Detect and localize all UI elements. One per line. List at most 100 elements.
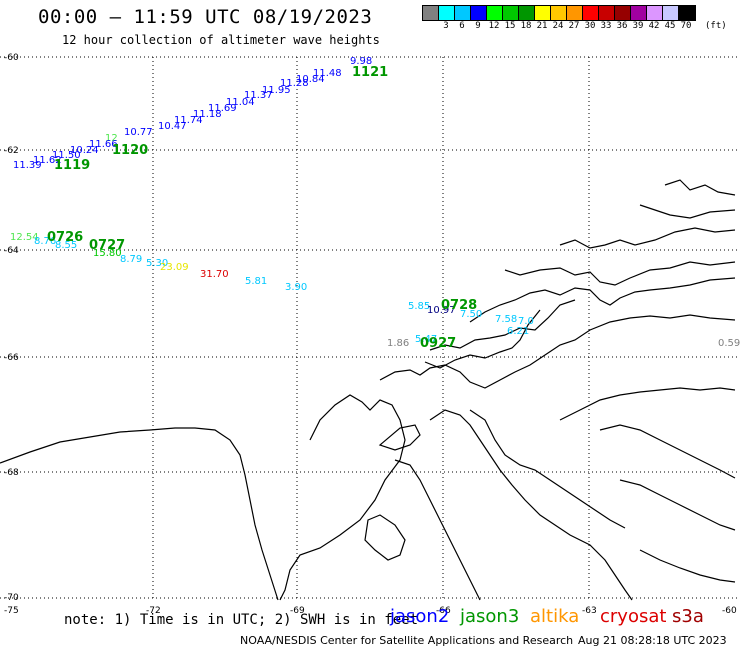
colorbar-tick-label: 24 — [552, 21, 564, 31]
pass-time-label: 1120 — [112, 143, 148, 158]
swh-value: 8.76 — [34, 236, 56, 247]
colorbar-unit: (ft) — [705, 21, 727, 31]
swh-value: 11.50 — [52, 150, 81, 161]
swh-value: 11.04 — [226, 97, 255, 108]
swh-value: 11.37 — [244, 90, 273, 101]
colorbar-tick-label: 27 — [568, 21, 580, 31]
colorbar — [422, 5, 696, 21]
swh-value: 8.55 — [55, 240, 77, 251]
colorbar-tick-label: 45 — [664, 21, 676, 31]
swh-value: 10.24 — [70, 145, 99, 156]
colorbar-swatch — [519, 6, 535, 20]
swh-value: 11.69 — [208, 103, 237, 114]
swh-value: 23.09 — [160, 262, 189, 273]
pass-time-label: 1121 — [352, 65, 388, 80]
colorbar-tick-label: 21 — [536, 21, 548, 31]
swh-value: 11.48 — [313, 68, 342, 79]
swh-value: 11.28 — [280, 78, 309, 89]
footer-note: note: 1) Time is in UTC; 2) SWH is in fe… — [64, 612, 419, 628]
colorbar-swatch — [631, 6, 647, 20]
lon-label: -63 — [582, 606, 597, 616]
swh-value: 5.30 — [146, 258, 168, 269]
swh-value: 9.98 — [350, 56, 372, 67]
swh-value: 11.39 — [13, 160, 42, 171]
swh-value: 10.77 — [124, 127, 153, 138]
swh-value: 7.0 — [518, 316, 534, 327]
graticule — [0, 56, 740, 600]
colorbar-tick-label: 15 — [504, 21, 516, 31]
colorbar-swatch — [551, 6, 567, 20]
swh-value: 10.97 — [427, 305, 456, 316]
colorbar-swatch — [663, 6, 679, 20]
colorbar-labels: 3 6 9 12 15 18 21 24 27 30 33 36 39 42 45 70 — [422, 21, 694, 31]
colorbar-swatch — [567, 6, 583, 20]
colorbar-swatch — [439, 6, 455, 20]
map-title: 00:00 – 11:59 UTC 08/19/2023 — [38, 6, 373, 28]
colorbar-swatch — [615, 6, 631, 20]
colorbar-swatch — [679, 6, 695, 20]
colorbar-tick-label: 3 — [443, 21, 449, 31]
pass-time-label: 0927 — [420, 336, 456, 351]
swh-value: 5.47 — [415, 334, 437, 345]
swh-value: 7.58 — [495, 314, 517, 325]
colorbar-tick-label: 12 — [488, 21, 500, 31]
pass-time-label: 0727 — [89, 238, 125, 253]
swh-value: 11.62 — [33, 155, 62, 166]
colorbar-swatch — [535, 6, 551, 20]
pass-labels: 1121 1120 1119 0726 0727 0728 0927 — [47, 65, 477, 351]
colorbar-swatch — [503, 6, 519, 20]
observations: 9.98 11.48 10.84 11.28 11.95 11.37 11.04… — [10, 56, 740, 349]
pass-time-label: 0726 — [47, 230, 83, 245]
lat-label: -64 — [4, 246, 19, 256]
lat-label: -68 — [4, 468, 19, 478]
swh-value: 31.70 — [200, 269, 229, 280]
legend-s3a: s3a — [672, 606, 704, 627]
legend-altika: altika — [530, 606, 580, 627]
colorbar-swatch — [599, 6, 615, 20]
swh-value: 11.74 — [174, 115, 203, 126]
colorbar-swatch — [583, 6, 599, 20]
swh-value: 12.54 — [10, 232, 39, 243]
swh-value: 6.21 — [507, 326, 529, 337]
swh-value: 10.47 — [158, 121, 187, 132]
lat-label: -60 — [4, 53, 19, 63]
swh-value: 0.59 — [718, 338, 740, 349]
swh-value: 3.90 — [285, 282, 307, 293]
lon-label: -75 — [4, 606, 19, 616]
coastline — [0, 179, 736, 601]
lon-label: -69 — [290, 606, 305, 616]
colorbar-tick-label: 36 — [616, 21, 628, 31]
lat-label: -70 — [4, 593, 19, 603]
swh-value: 5.81 — [245, 276, 267, 287]
map-subtitle: 12 hour collection of altimeter wave hei… — [62, 33, 380, 47]
colorbar-swatch — [455, 6, 471, 20]
lat-labels: -60 -62 -64 -66 -68 -70 — [4, 53, 19, 603]
lon-label: -66 — [436, 606, 451, 616]
colorbar-swatch — [647, 6, 663, 20]
legend-jason3: jason3 — [460, 606, 520, 627]
colorbar-tick-label: 9 — [475, 21, 481, 31]
swh-value: 1.86 — [387, 338, 409, 349]
swh-value: 11.66 — [89, 139, 118, 150]
lat-label: -66 — [4, 353, 19, 363]
lon-label: -60 — [722, 606, 737, 616]
generated-timestamp: Aug 21 08:28:18 UTC 2023 — [578, 634, 727, 647]
lon-label: -72 — [146, 606, 161, 616]
swh-value: 15.80 — [93, 248, 122, 259]
swh-value: 8.79 — [120, 254, 142, 265]
swh-value: 11.95 — [262, 85, 291, 96]
swh-value: 11.18 — [193, 109, 222, 120]
colorbar-tick-label: 70 — [680, 21, 692, 31]
legend-cryosat: cryosat — [600, 606, 667, 627]
pass-time-label: 0728 — [441, 298, 477, 313]
swh-value: 5.85 — [408, 301, 430, 312]
colorbar-tick-label: 6 — [459, 21, 465, 31]
colorbar-tick-label: 30 — [584, 21, 596, 31]
credit-line: NOAA/NESDIS Center for Satellite Applica… — [240, 634, 574, 647]
legend-jason2: jason2 — [390, 606, 450, 627]
swh-value: 7.50 — [460, 309, 482, 320]
colorbar-tick-label: 18 — [520, 21, 532, 31]
lon-labels: -75 -72 -69 -66 -63 -60 — [4, 606, 737, 616]
colorbar-swatch — [487, 6, 503, 20]
